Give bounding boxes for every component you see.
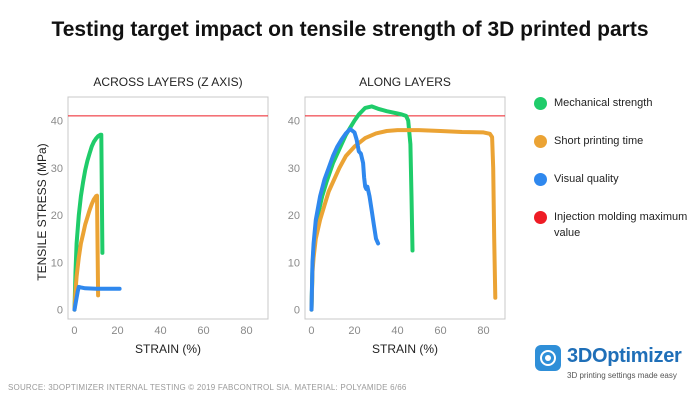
x-axis-label-along: STRAIN (%) (372, 342, 438, 356)
legend-item-injection-molding: Injection molding maximum value (534, 209, 694, 247)
y-tick-label: 20 (288, 210, 300, 222)
y-tick-label: 10 (288, 257, 300, 269)
legend-item-mechanical-strength: Mechanical strength (534, 95, 694, 133)
brand-logo: 3DOptimizer 3D printing settings made ea… (533, 343, 693, 383)
x-tick-label: 0 (71, 325, 77, 337)
legend-label-mechanical-strength: Mechanical strength (554, 97, 653, 109)
plot-frame (304, 96, 506, 320)
brand-tagline: 3D printing settings made easy (567, 371, 677, 380)
legend: Mechanical strength Short printing time … (534, 95, 694, 247)
x-tick-label: 20 (348, 325, 360, 337)
legend-item-visual-quality: Visual quality (534, 171, 694, 209)
panel-title-across-layers: ACROSS LAYERS (Z AXIS) (93, 75, 243, 89)
legend-item-short-printing-time: Short printing time (534, 133, 694, 171)
y-tick-label: 20 (51, 210, 63, 222)
x-tick-label: 80 (240, 325, 252, 337)
legend-swatch-mechanical-strength (534, 97, 547, 110)
series-line-visual-quality (72, 284, 122, 312)
legend-label-short-printing-time: Short printing time (554, 135, 644, 147)
y-tick-label: 0 (294, 305, 300, 317)
x-tick-label: 80 (477, 325, 489, 337)
x-tick-label: 60 (197, 325, 209, 337)
x-tick-label: 60 (434, 325, 446, 337)
x-tick-label: 40 (154, 325, 166, 337)
plot-frame (67, 96, 269, 320)
legend-swatch-short-printing-time (534, 135, 547, 148)
panel-title-along-layers: ALONG LAYERS (359, 75, 451, 89)
y-tick-label: 40 (288, 116, 300, 128)
y-tick-label: 30 (51, 163, 63, 175)
x-axis-label-across: STRAIN (%) (135, 342, 201, 356)
series-line-short-printing-time (72, 193, 101, 312)
chart-title: Testing target impact on tensile strengt… (51, 18, 649, 41)
brand-logo-icon (535, 345, 561, 371)
y-tick-label: 40 (51, 116, 63, 128)
legend-swatch-injection-molding (534, 211, 547, 224)
series-line-visual-quality (309, 127, 381, 312)
legend-swatch-visual-quality (534, 173, 547, 186)
y-tick-label: 10 (51, 257, 63, 269)
x-tick-label: 20 (111, 325, 123, 337)
brand-name: 3DOptimizer (567, 345, 682, 367)
x-tick-label: 40 (391, 325, 403, 337)
series-line-short-printing-time (309, 128, 498, 312)
legend-label-visual-quality: Visual quality (554, 173, 619, 185)
series-line-mechanical-strength (309, 104, 415, 312)
source-note: SOURCE: 3DOPTIMIZER INTERNAL TESTING © 2… (8, 383, 407, 392)
x-tick-label: 0 (308, 325, 314, 337)
series-line-mechanical-strength (72, 132, 105, 312)
y-tick-label: 0 (57, 305, 63, 317)
y-tick-label: 30 (288, 163, 300, 175)
legend-label-injection-molding: Injection molding maximum value (554, 211, 688, 239)
